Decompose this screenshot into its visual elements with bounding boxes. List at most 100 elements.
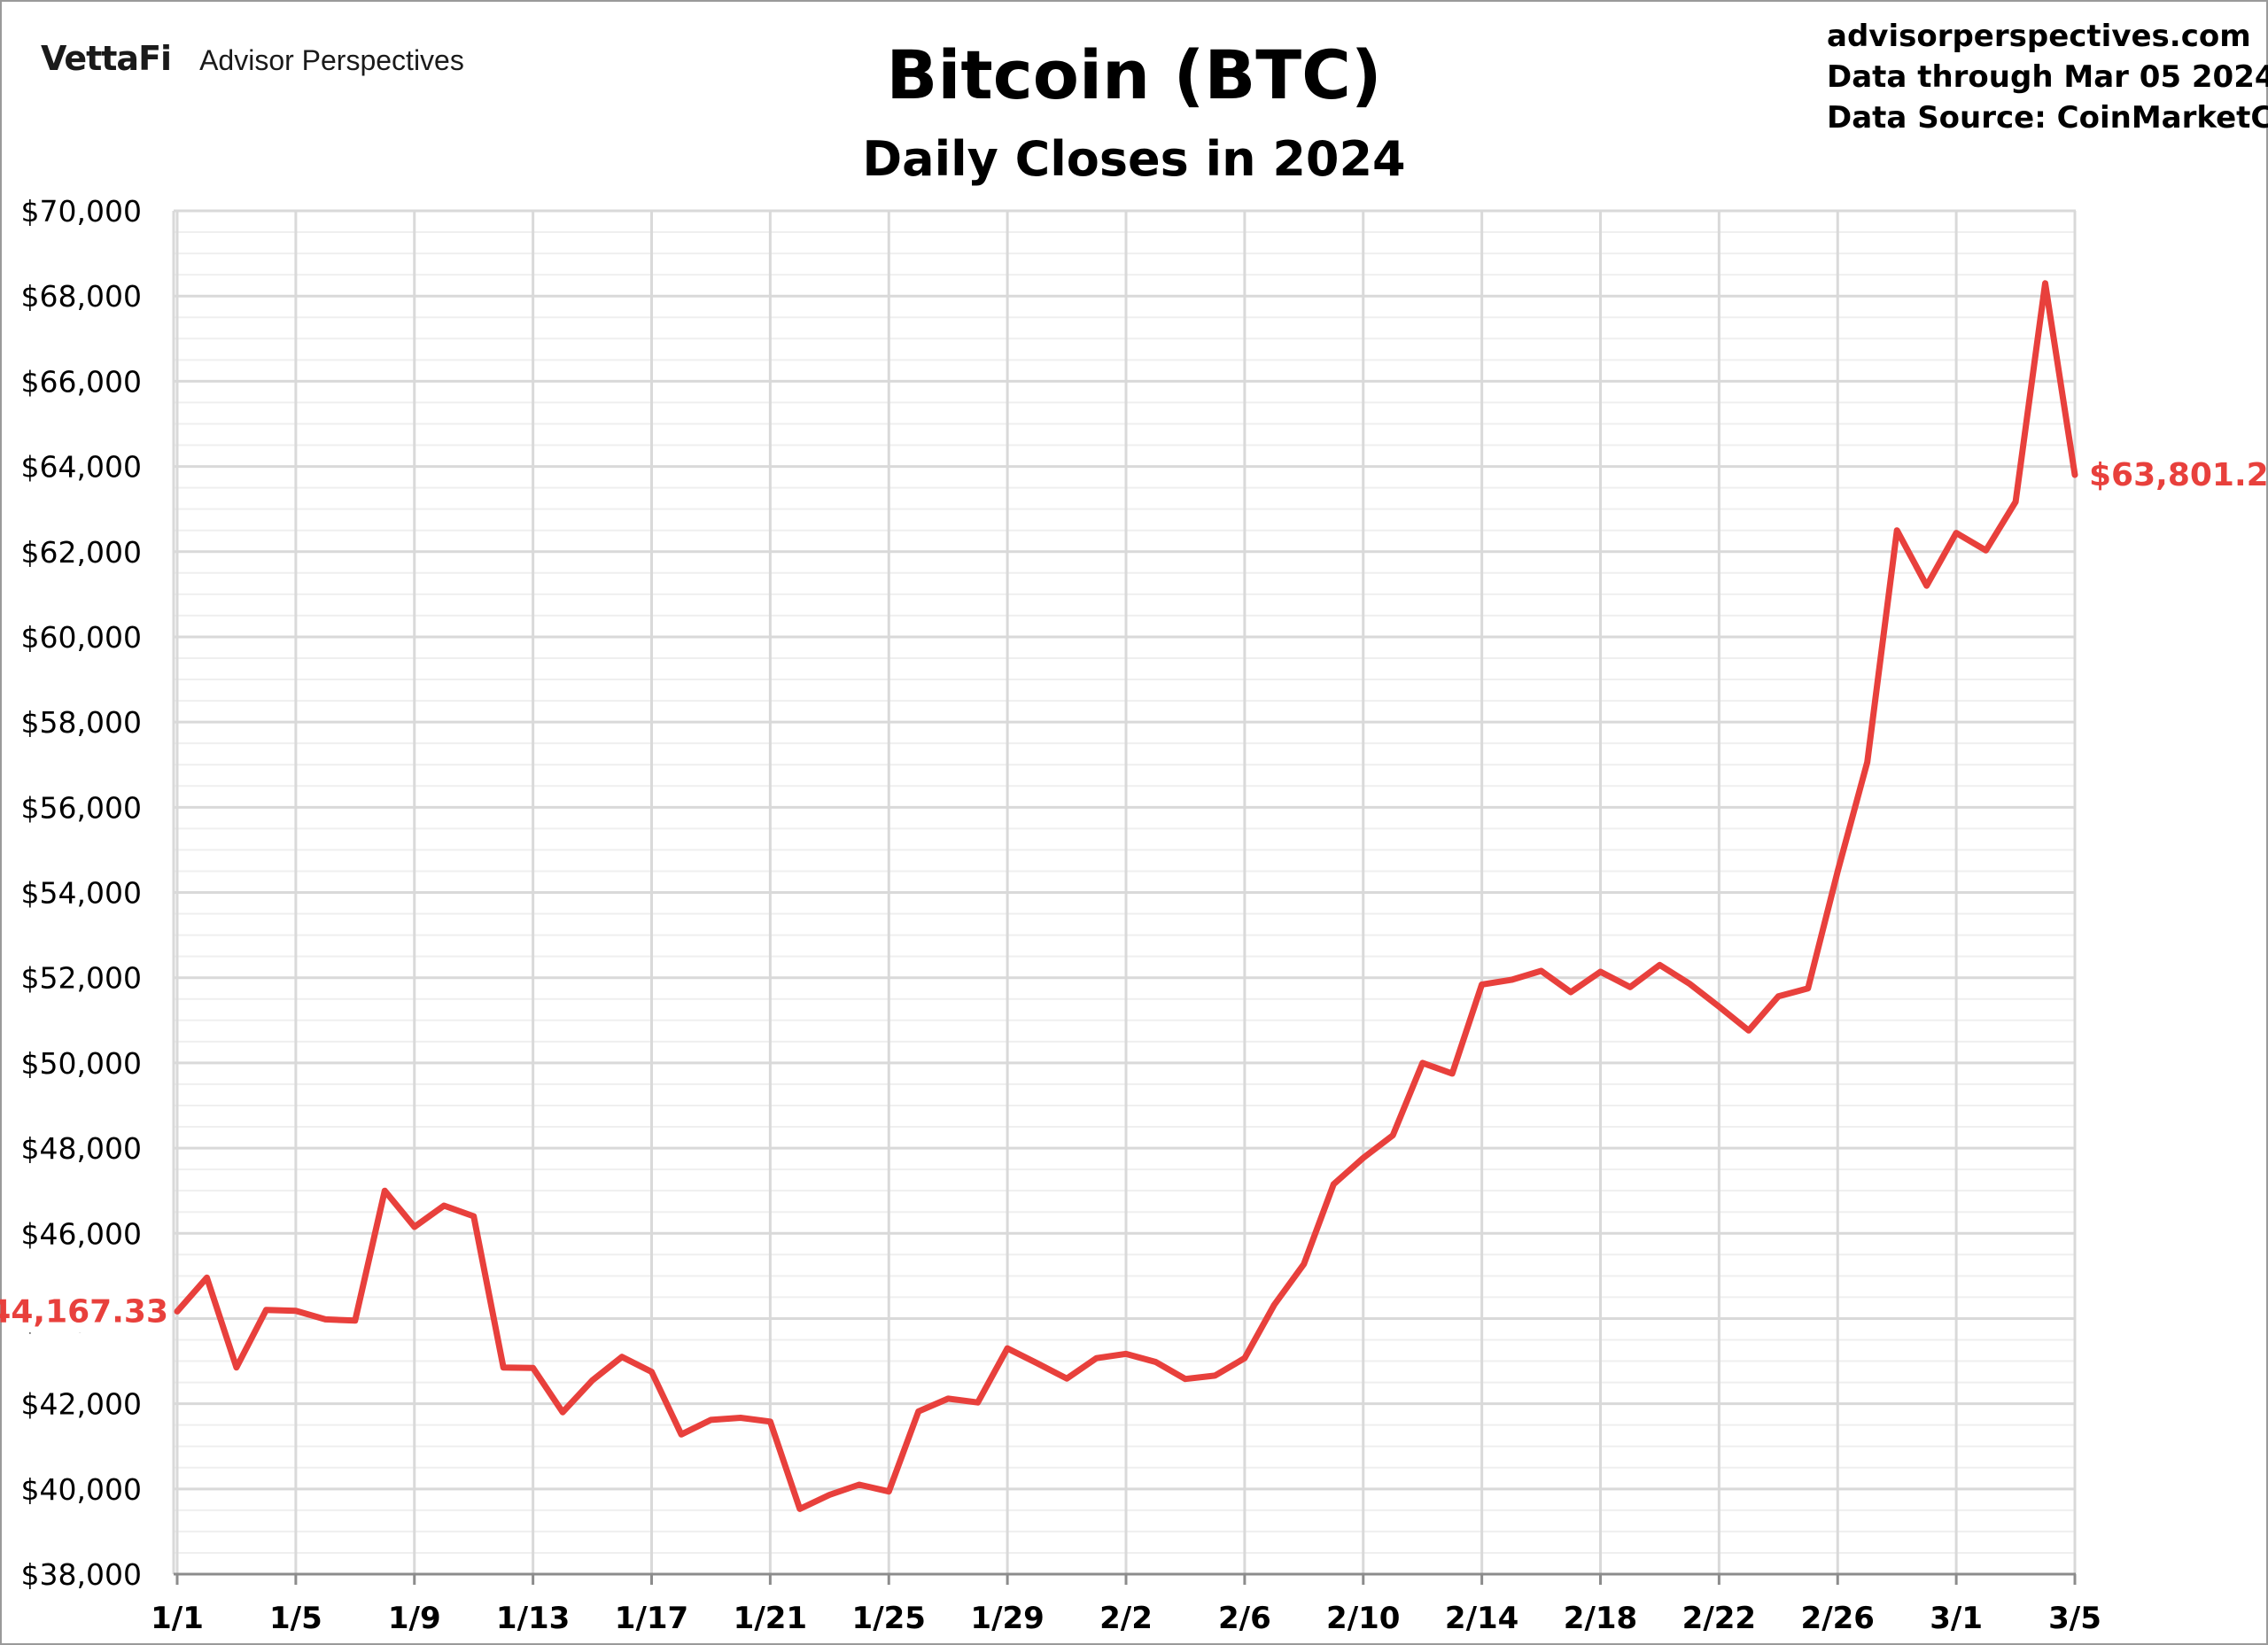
y-tick-label: $38,000 [21, 1557, 142, 1592]
axes [172, 211, 2077, 1585]
x-tick-label: 1/9 [388, 1601, 441, 1636]
y-tick-label: $70,000 [21, 194, 142, 229]
y-tick-label: $62,000 [21, 535, 142, 570]
data-point [619, 1354, 625, 1360]
data-point [1568, 989, 1574, 996]
data-point [1805, 985, 1811, 991]
data-point [263, 1307, 269, 1313]
x-tick-label: 2/26 [1801, 1601, 1875, 1636]
vettafi-logo: VettaFi [41, 39, 172, 78]
data-point [560, 1409, 566, 1416]
start-value-label: $44,167.33 [0, 1293, 168, 1330]
y-tick-label: $68,000 [21, 279, 142, 314]
data-point [1005, 1346, 1011, 1352]
data-point [767, 1418, 773, 1424]
data-point [1716, 1004, 1722, 1010]
data-point [1745, 1028, 1751, 1034]
source-data-source: Data Source: CoinMarketCap [1827, 100, 2268, 136]
data-point [1182, 1376, 1188, 1382]
data-point [1360, 1155, 1366, 1161]
y-tick-label: $58,000 [21, 705, 142, 740]
y-tick-label: $48,000 [21, 1131, 142, 1166]
data-point [1390, 1132, 1396, 1138]
data-point [1123, 1351, 1130, 1357]
data-point [945, 1395, 951, 1401]
end-labels: $44,167.33 $63,801.20 [0, 457, 2268, 1333]
x-tick-label: 1/29 [970, 1601, 1044, 1636]
data-point [2072, 472, 2078, 478]
data-point [827, 1492, 833, 1498]
x-tick-label: 1/5 [269, 1601, 322, 1636]
data-point [1894, 527, 1900, 533]
data-point [1093, 1355, 1099, 1362]
data-point [1153, 1359, 1159, 1365]
data-point [1331, 1181, 1337, 1187]
data-point [1449, 1070, 1456, 1076]
data-point [441, 1202, 447, 1208]
data-point [1686, 981, 1692, 987]
data-point [708, 1416, 714, 1423]
data-point [649, 1369, 655, 1375]
y-tick-label: $56,000 [21, 790, 142, 825]
data-point [886, 1488, 892, 1494]
data-point [1775, 993, 1782, 999]
data-point [382, 1188, 388, 1194]
data-point [1479, 982, 1485, 988]
x-tick-label: 1/17 [615, 1601, 688, 1636]
data-point [975, 1400, 981, 1406]
x-tick-label: 2/6 [1218, 1601, 1271, 1636]
data-point [1923, 583, 1930, 589]
data-point [1212, 1372, 1218, 1378]
data-point [1835, 868, 1841, 874]
data-point [1271, 1302, 1278, 1308]
end-value-label: $63,801.20 [2089, 457, 2268, 493]
source-website: advisorperspectives.com [1827, 19, 2251, 54]
data-point [322, 1316, 329, 1323]
y-tick-label: $40,000 [21, 1472, 142, 1507]
x-tick-label: 3/5 [2048, 1601, 2101, 1636]
data-point [589, 1377, 595, 1384]
data-point [1983, 547, 1989, 554]
data-point [1034, 1360, 1040, 1366]
x-tick-label: 1/1 [151, 1601, 204, 1636]
chart-title: Bitcoin (BTC) [886, 35, 1382, 114]
data-point [175, 1308, 181, 1315]
data-point [530, 1365, 536, 1371]
y-tick-label: $50,000 [21, 1046, 142, 1081]
chart-subtitle: Daily Closes in 2024 [862, 131, 1406, 187]
data-point [2042, 280, 2048, 286]
x-tick-label: 2/14 [1445, 1601, 1518, 1636]
x-tick-label: 1/25 [852, 1601, 926, 1636]
y-tick-label: $64,000 [21, 450, 142, 485]
data-point [292, 1307, 299, 1314]
data-point [1538, 967, 1544, 974]
x-tick-label: 2/18 [1564, 1601, 1637, 1636]
y-tick-label: $54,000 [21, 876, 142, 911]
source-data-through: Data through Mar 05 2024 [1827, 59, 2268, 95]
data-point [1419, 1059, 1425, 1066]
x-tick-label: 1/21 [734, 1601, 807, 1636]
btc-close-line [174, 280, 2078, 1512]
y-tick-label: $42,000 [21, 1387, 142, 1422]
data-point [1627, 984, 1633, 990]
data-point [737, 1415, 743, 1421]
data-point [678, 1432, 684, 1438]
data-point [233, 1364, 239, 1370]
x-tick-label: 2/10 [1326, 1601, 1400, 1636]
data-point [915, 1408, 921, 1415]
data-point [1953, 530, 1960, 536]
x-tick-label: 2/22 [1682, 1601, 1756, 1636]
data-point [470, 1214, 477, 1220]
data-point [2013, 499, 2019, 505]
x-tick-label: 3/1 [1930, 1601, 1983, 1636]
data-point [1241, 1355, 1247, 1362]
data-point [1064, 1376, 1070, 1382]
data-point [411, 1224, 417, 1230]
series-group [174, 280, 2078, 1512]
data-point [352, 1317, 358, 1323]
y-tick-label: $66,000 [21, 364, 142, 399]
source-info: advisorperspectives.com Data through Mar… [1827, 16, 2268, 138]
y-tick-label: $52,000 [21, 961, 142, 996]
y-tick-label: $60,000 [21, 620, 142, 655]
data-point [796, 1506, 803, 1512]
